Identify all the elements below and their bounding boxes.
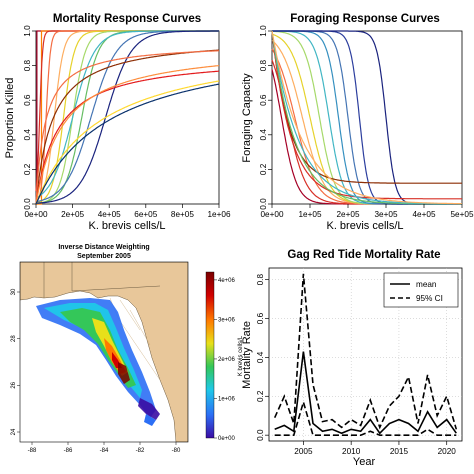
mortality-panel: Mortality Response Curves 0e+00 2e+05 4e+0… xyxy=(4,13,231,232)
foraging-curve-15 xyxy=(271,30,462,205)
mortality-xtick-label: 2e+05 xyxy=(61,210,84,219)
gag-lines xyxy=(273,273,458,436)
legend-ci-label: 95% CI xyxy=(416,294,443,303)
gag-ytick-label: 0.8 xyxy=(256,274,265,286)
land-mass xyxy=(20,262,188,442)
mortality-curve-13 xyxy=(35,70,219,205)
gag-series-2 xyxy=(274,399,457,436)
gag-ytick-label: 0.0 xyxy=(256,429,265,441)
colorbar-tick-label: 3e+06 xyxy=(218,317,236,323)
mortality-xtick-label: 6e+05 xyxy=(134,210,157,219)
map-lat-label: 26 xyxy=(11,381,17,388)
gag-grid xyxy=(269,268,462,441)
gag-ytick-label: 0.4 xyxy=(256,351,265,363)
foraging-xlabel: K. brevis cells/L xyxy=(326,220,403,232)
gag-title: Gag Red Tide Mortality Rate xyxy=(287,249,440,261)
mortality-curve-12 xyxy=(35,50,219,205)
map-subtitle: September 2005 xyxy=(77,253,131,260)
foraging-title: Foraging Response Curves xyxy=(290,13,440,25)
mortality-curve-16 xyxy=(35,83,220,205)
foraging-ytick-label: 0.2 xyxy=(259,163,268,175)
mortality-curves xyxy=(35,30,220,205)
gag-xtick-label: 2010 xyxy=(342,447,361,456)
gag-xlabel: Year xyxy=(353,456,376,468)
colorbar xyxy=(205,271,215,439)
mortality-xtick-label: 1e+06 xyxy=(208,210,231,219)
foraging-ytick-label: 0.4 xyxy=(259,129,268,141)
map-lon-label: -84 xyxy=(100,448,109,454)
foraging-curve-12 xyxy=(271,30,462,200)
mortality-ytick-label: 0.6 xyxy=(23,94,32,106)
mortality-curve-15 xyxy=(35,80,220,205)
map-axes: -88 -86 -84 -82 -80 24 26 28 30 xyxy=(11,288,181,454)
foraging-axes: 0e+00 1e+05 2e+05 3e+05 4e+05 5e+05 0.0 0.2 0.4 0… xyxy=(259,25,474,219)
gag-xtick-label: 2005 xyxy=(294,447,313,456)
foraging-curve-9 xyxy=(272,30,462,205)
colorbar-label: K brevis cells/L xyxy=(238,335,244,376)
mortality-title: Mortality Response Curves xyxy=(53,13,201,25)
mortality-xtick-label: 4e+05 xyxy=(98,210,121,219)
map-lat-label: 28 xyxy=(11,335,17,342)
foraging-ylabel: Foraging Capacity xyxy=(241,73,253,163)
gag-ytick-label: 0.2 xyxy=(256,390,265,402)
mortality-xtick-label: 8e+05 xyxy=(171,210,194,219)
mortality-ytick-label: 0.8 xyxy=(23,59,32,71)
colorbar-tick-label: 1e+06 xyxy=(218,396,236,402)
mortality-xtick-label: 0e+00 xyxy=(25,210,48,219)
mortality-curve-14 xyxy=(35,65,220,205)
legend-mean-label: mean xyxy=(416,280,437,289)
gag-xtick-label: 2020 xyxy=(438,447,457,456)
foraging-xtick-label: 1e+05 xyxy=(299,210,322,219)
bloom-field xyxy=(36,298,160,426)
gag-axes: 2005 2010 2015 2020 0.0 0.2 0.4 0.6 0.8 xyxy=(256,274,456,456)
mortality-ytick-label: 1.0 xyxy=(23,25,32,37)
gag-legend: mean 95% CI xyxy=(383,272,459,308)
colorbar-ticks: 0e+00 1e+06 2e+06 3e+06 4e+06 xyxy=(214,278,236,442)
map-panel: Inverse Distance Weighting September 200… xyxy=(11,244,244,454)
mortality-ylabel: Proportion Killed xyxy=(4,78,16,159)
foraging-curve-2 xyxy=(271,48,462,205)
map-lat-label: 24 xyxy=(11,428,17,435)
gag-series-0 xyxy=(274,351,457,435)
mortality-ytick-label: 0.0 xyxy=(23,198,32,210)
map-lat-label: 30 xyxy=(11,288,17,295)
gag-panel: Gag Red Tide Mortality Rate 2005 2010 2015… xyxy=(241,249,463,468)
mortality-axes: 0e+00 2e+05 4e+05 6e+05 8e+05 1e+06 0.0 0.2 0.4 0… xyxy=(23,25,231,219)
map-lon-label: -86 xyxy=(64,448,73,454)
map-title: Inverse Distance Weighting xyxy=(58,244,149,251)
mortality-xlabel: K. brevis cells/L xyxy=(88,220,165,232)
foraging-xtick-label: 2e+05 xyxy=(337,210,360,219)
foraging-ytick-label: 0.6 xyxy=(259,94,268,106)
gag-ytick-label: 0.6 xyxy=(256,312,265,324)
mortality-ytick-label: 0.4 xyxy=(23,129,32,141)
map-lon-label: -80 xyxy=(172,448,181,454)
mortality-ytick-label: 0.2 xyxy=(23,163,32,175)
foraging-xtick-label: 5e+05 xyxy=(451,210,474,219)
colorbar-tick-label: 4e+06 xyxy=(218,278,236,284)
foraging-curve-11 xyxy=(271,30,462,184)
foraging-xtick-label: 0e+00 xyxy=(261,210,284,219)
gag-plot-box xyxy=(268,267,463,442)
legend-box xyxy=(383,272,459,308)
colorbar-tick-label: 0e+00 xyxy=(218,436,236,442)
foraging-curve-3 xyxy=(271,39,462,205)
foraging-xtick-label: 4e+05 xyxy=(413,210,436,219)
colorbar-tick-label: 2e+06 xyxy=(218,357,236,363)
map-lon-label: -88 xyxy=(28,448,37,454)
gag-xtick-label: 2015 xyxy=(390,447,409,456)
map-lon-label: -82 xyxy=(136,448,145,454)
foraging-panel: Foraging Response Curves 0e+00 1e+05 2e+05… xyxy=(241,13,474,232)
foraging-xtick-label: 3e+05 xyxy=(375,210,398,219)
foraging-ytick-label: 0.0 xyxy=(259,198,268,210)
gag-ylabel: Mortality Rate xyxy=(241,321,253,389)
foraging-ytick-label: 0.8 xyxy=(259,59,268,71)
foraging-ytick-label: 1.0 xyxy=(259,25,268,37)
state-line-ga xyxy=(71,285,161,292)
gag-series-1 xyxy=(273,273,458,430)
foraging-curves xyxy=(271,30,462,205)
